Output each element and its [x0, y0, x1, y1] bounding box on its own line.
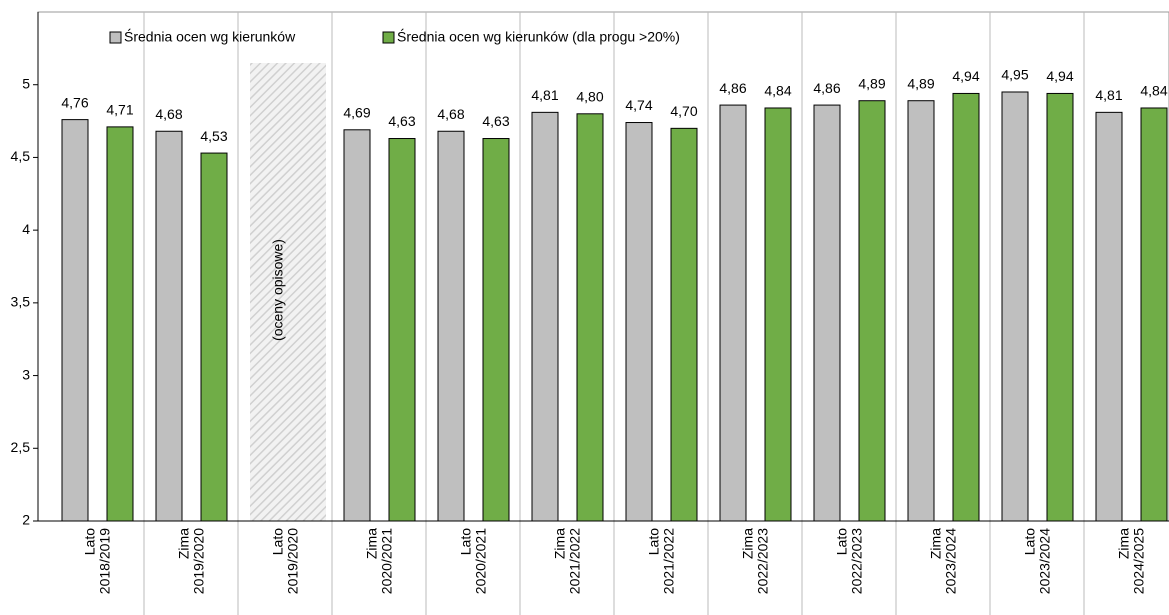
x-tick-label: Zima [740, 528, 756, 559]
bar [764, 107, 792, 522]
annotation: (oceny opisowe) [270, 239, 286, 341]
x-tick-label: Lato [834, 528, 850, 555]
legend-label: Średnia ocen wg kierunków (dla progu >20… [397, 28, 680, 45]
bar [482, 138, 510, 522]
bar [155, 130, 183, 522]
y-tick-label: 3 [22, 366, 30, 382]
bar [670, 127, 698, 522]
value-label: 4,68 [437, 106, 464, 122]
value-label: 4,94 [1046, 68, 1073, 84]
x-tick-label: Lato [1022, 528, 1038, 555]
bar [1140, 107, 1168, 522]
bar [343, 129, 371, 522]
bar [61, 119, 89, 522]
value-label: 4,70 [670, 103, 697, 119]
bar [388, 138, 416, 522]
y-tick-label: 3,5 [11, 294, 31, 310]
bar [907, 100, 935, 522]
value-label: 4,86 [813, 80, 840, 96]
x-tick-label: Zima [552, 528, 568, 559]
value-label: 4,84 [1140, 83, 1167, 99]
bar [1001, 91, 1029, 522]
value-label: 4,89 [907, 75, 934, 91]
x-tick-label: 2021/2022 [567, 528, 583, 594]
bar [719, 104, 747, 522]
value-label: 4,63 [482, 113, 509, 129]
bar [437, 130, 465, 522]
value-label: 4,95 [1001, 67, 1028, 83]
x-tick-label: 2019/2020 [285, 528, 301, 594]
value-label: 4,80 [576, 89, 603, 105]
legend-label: Średnia ocen wg kierunków [124, 28, 296, 45]
value-label: 4,63 [388, 113, 415, 129]
bar [1095, 111, 1123, 522]
bar [813, 104, 841, 522]
x-tick-label: 2022/2023 [755, 528, 771, 594]
x-tick-label: 2021/2022 [661, 528, 677, 594]
x-tick-label: 2023/2024 [943, 528, 959, 594]
x-tick-label: 2019/2020 [191, 528, 207, 594]
value-label: 4,86 [719, 80, 746, 96]
bar [106, 126, 134, 522]
value-label: 4,53 [200, 128, 227, 144]
bar [952, 92, 980, 522]
x-tick-label: 2020/2021 [473, 528, 489, 594]
value-label: 4,81 [531, 87, 558, 103]
bar [625, 122, 653, 522]
value-label: 4,81 [1095, 87, 1122, 103]
x-tick-label: 2023/2024 [1037, 528, 1053, 594]
x-tick-label: Zima [928, 528, 944, 559]
value-label: 4,74 [625, 97, 652, 113]
x-tick-label: 2020/2021 [379, 528, 395, 594]
x-tick-label: Zima [1116, 528, 1132, 559]
value-label: 4,68 [155, 106, 182, 122]
x-tick-label: 2018/2019 [97, 528, 113, 594]
x-tick-label: 2024/2025 [1131, 528, 1147, 594]
y-tick-label: 4 [22, 221, 30, 237]
x-tick-label: Lato [82, 528, 98, 555]
bar [1046, 92, 1074, 522]
value-label: 4,89 [858, 75, 885, 91]
value-label: 4,84 [764, 83, 791, 99]
x-tick-label: Lato [458, 528, 474, 555]
no-data-area [250, 63, 326, 521]
value-label: 4,94 [952, 68, 979, 84]
bar [531, 111, 559, 522]
legend-swatch [109, 31, 122, 44]
bar [576, 113, 604, 522]
x-tick-label: Lato [646, 528, 662, 555]
value-label: 4,71 [106, 102, 133, 118]
x-tick-label: Zima [176, 528, 192, 559]
x-tick-label: Lato [270, 528, 286, 555]
x-tick-label: 2022/2023 [849, 528, 865, 594]
y-tick-label: 2 [22, 512, 30, 528]
y-tick-label: 5 [22, 75, 30, 91]
value-label: 4,76 [61, 94, 88, 110]
y-tick-label: 2,5 [11, 439, 31, 455]
value-label: 4,69 [343, 105, 370, 121]
bar [858, 100, 886, 522]
legend-swatch [382, 31, 395, 44]
y-tick-label: 4,5 [11, 148, 31, 164]
bar [200, 152, 228, 522]
x-tick-label: Zima [364, 528, 380, 559]
